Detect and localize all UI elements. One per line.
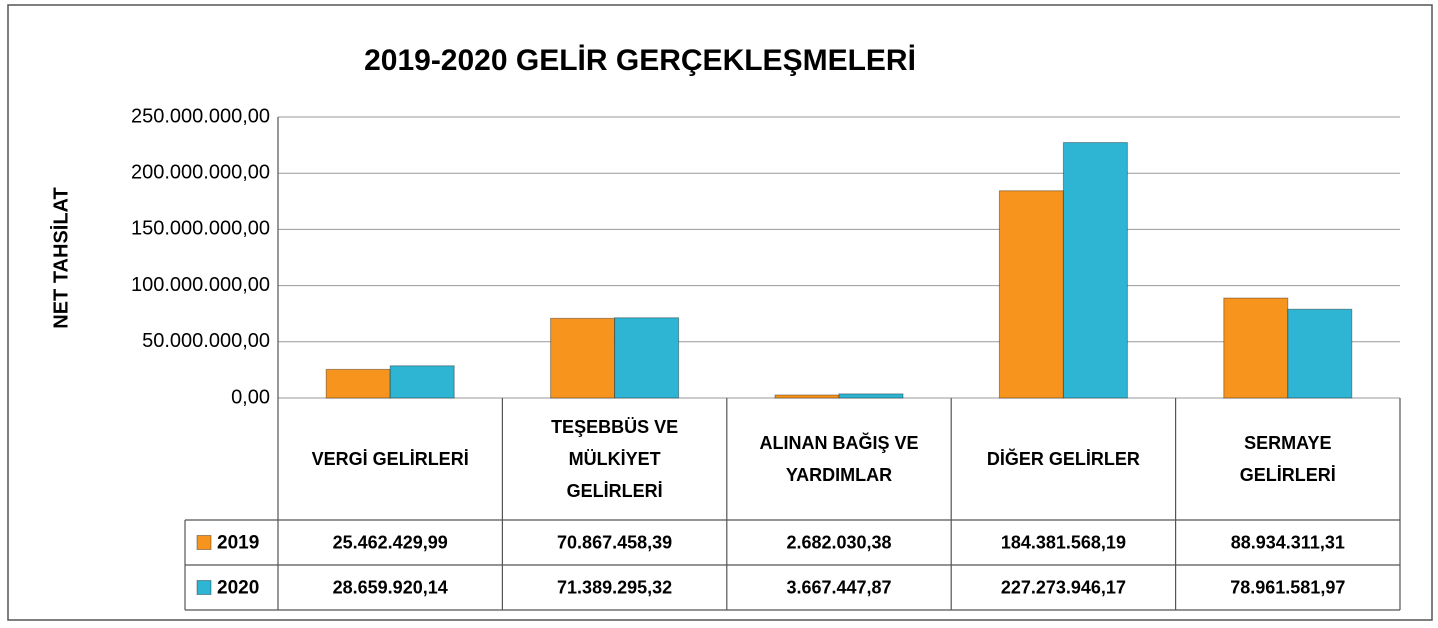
table-value: 184.381.568,19 [1001,532,1126,552]
table-value: 2.682.030,38 [786,532,891,552]
y-tick-label: 50.000.000,00 [142,330,270,352]
chart-border [7,4,1433,621]
bar [550,317,616,399]
table-value: 71.389.295,32 [557,577,672,597]
y-tick-label: 0,00 [231,386,270,408]
bar [389,365,455,399]
y-tick-label: 150.000.000,00 [131,218,270,240]
y-tick-label: 200.000.000,00 [131,161,270,183]
x-tick-label: ALINAN BAĞIŞ VE YARDIMLAR [759,433,919,485]
legend-swatch [196,580,212,595]
table-value: 227.273.946,17 [1001,577,1126,597]
x-tick-label: TEŞEBBÜS VE MÜLKİYET GELİRLERİ [551,417,679,501]
x-tick-label: DİĞER GELİRLER [986,449,1140,469]
y-tick-label: 250.000.000,00 [131,105,270,127]
y-tick-label: 100.000.000,00 [131,274,270,296]
bar [1223,297,1289,399]
chart-title: 2019-2020 GELİR GERÇEKLEŞMELERİ [364,44,916,77]
y-axis-label: NET TAHSİLAT [49,187,72,328]
bar [998,190,1064,399]
table-value: 28.659.920,14 [333,577,448,597]
bar [1062,142,1128,399]
table-value: 78.961.581,97 [1230,577,1345,597]
table-value: 70.867.458,39 [557,532,672,552]
bar [1287,308,1353,399]
legend-label: 2020 [217,578,259,599]
table-value: 3.667.447,87 [786,577,891,597]
bar [838,393,904,399]
bar [614,317,680,399]
x-tick-label: VERGİ GELİRLERİ [311,449,469,469]
legend-swatch [196,535,212,550]
x-tick-label: SERMAYE GELİRLERİ [1239,433,1336,485]
bar [325,368,391,399]
legend-label: 2019 [217,533,259,554]
table-value: 25.462.429,99 [333,532,448,552]
table-value: 88.934.311,31 [1231,532,1345,552]
